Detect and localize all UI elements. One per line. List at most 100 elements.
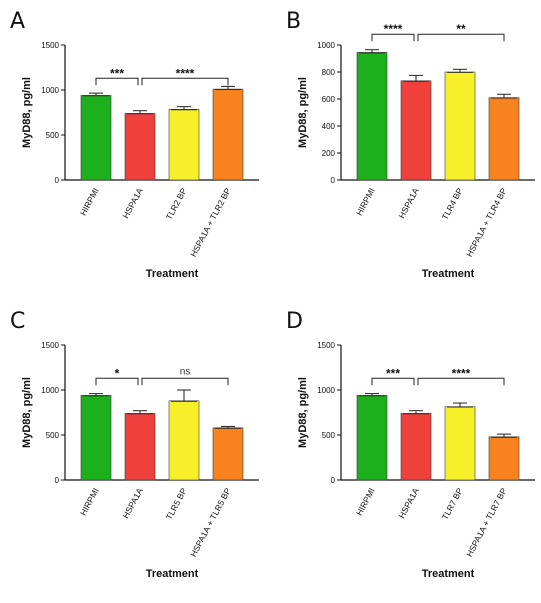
panel-a-bar-2 — [168, 109, 200, 181]
panel-d-errorbar-0 — [359, 393, 385, 397]
panel-d-bar-3 — [488, 436, 520, 481]
panel-a-errorbar-3 — [215, 85, 241, 90]
panel-d-category-label-3: HSPA1A + TLR7 BP — [464, 486, 509, 558]
panel-a-letter: A — [10, 9, 25, 34]
panel-a-category-label-2: TLR2 BP — [164, 186, 189, 221]
panel-c-ytick-label-0: 0 — [55, 476, 60, 485]
panel-c-significance-bracket-0 — [95, 377, 139, 386]
panel-b-significance-label-0: **** — [384, 22, 403, 36]
panel-b-category-label-0: HIRPMI — [354, 186, 377, 217]
panel-b-bar-2 — [444, 71, 476, 181]
panel-b-ylabel: MyD88, pg/ml — [297, 77, 309, 148]
panel-a-bar-3 — [212, 88, 244, 181]
panel-b-xlabel: Treatment — [422, 268, 475, 280]
panel-d-plot: 0 500 1000 1500 MyD88, pg/ml HIRPMI HSPA1A TLR7… — [297, 341, 535, 580]
panel-c-bar-2 — [168, 400, 200, 481]
panel-a-errorbar-0 — [83, 92, 109, 97]
panel-b-category-label-2: TLR4 BP — [440, 186, 465, 221]
panel-a: A 0 500 1000 1500 MyD88, pg/ml HIRPMI HSPA1A TL… — [10, 9, 259, 280]
panel-a-significance-label-1: **** — [176, 66, 195, 80]
panel-d-letter: D — [286, 309, 303, 334]
panel-d-errorbar-2 — [447, 402, 473, 408]
panel-a-errorbar-1 — [127, 110, 153, 115]
panel-b: B 0 200 400 600 800 1000 MyD88, pg/ml HIRPMI HSP… — [286, 9, 535, 280]
panel-c-category-label-2: TLR5 BP — [164, 486, 189, 521]
panel-d-bar-1 — [400, 413, 432, 481]
panel-a-ylabel: MyD88, pg/ml — [21, 77, 33, 148]
panel-d-bar-2 — [444, 406, 476, 481]
panel-d-bar-0 — [356, 395, 388, 481]
panel-b-bar-0 — [356, 52, 388, 181]
panel-c-category-label-0: HIRPMI — [78, 486, 101, 517]
panel-c-ytick-label-1: 500 — [46, 431, 60, 440]
panel-d-errorbar-3 — [491, 433, 517, 438]
panel-b-errorbar-2 — [447, 68, 473, 73]
panel-c: C 0 500 1000 1500 MyD88, pg/ml HIRPMI HSPA1A TL… — [10, 309, 259, 580]
panel-b-letter: B — [286, 9, 301, 34]
panel-a-plot: 0 500 1000 1500 MyD88, pg/ml HIRPMI HSPA1A TLR2… — [21, 41, 259, 280]
panel-a-bar-0 — [80, 95, 112, 181]
panel-b-bar-1 — [400, 80, 432, 181]
panel-b-ytick-label-4: 800 — [322, 68, 336, 77]
panel-a-category-label-3: HSPA1A + TLR2 BP — [188, 186, 233, 258]
panel-b-significance-label-1: ** — [456, 22, 466, 36]
panel-d-significance-bracket-1 — [417, 377, 505, 386]
panel-a-errorbar-2 — [171, 106, 197, 111]
panel-d-ytick-label-3: 1500 — [317, 341, 335, 350]
panel-a-significance-bracket-1 — [141, 77, 229, 86]
panel-a-ytick-label-2: 1000 — [41, 86, 59, 95]
panel-d-ytick-label-1: 500 — [322, 431, 336, 440]
panel-c-bar-0 — [80, 395, 112, 481]
panel-a-category-label-0: HIRPMI — [78, 186, 101, 217]
panel-b-ytick-label-2: 400 — [322, 122, 336, 131]
panel-c-ytick-label-3: 1500 — [41, 341, 59, 350]
panel-d: D 0 500 1000 1500 MyD88, pg/ml HIRPMI HSPA1A TL… — [286, 309, 535, 580]
panel-b-category-label-3: HSPA1A + TLR4 BP — [464, 186, 509, 258]
panel-c-category-label-3: HSPA1A + TLR5 BP — [188, 486, 233, 558]
panel-a-significance-label-0: *** — [110, 66, 124, 80]
panel-c-ytick-label-2: 1000 — [41, 386, 59, 395]
panel-c-letter: C — [10, 309, 25, 334]
panel-d-xlabel: Treatment — [422, 568, 475, 580]
panel-b-errorbar-1 — [403, 74, 429, 82]
panel-d-ylabel: MyD88, pg/ml — [297, 377, 309, 448]
panel-c-significance-bracket-1 — [141, 377, 229, 386]
panel-b-errorbar-3 — [491, 93, 517, 99]
panel-a-category-label-1: HSPA1A — [120, 186, 144, 220]
panel-d-ytick-label-2: 1000 — [317, 386, 335, 395]
panel-c-significance-label-1: ns — [180, 366, 191, 377]
panel-b-ytick-label-0: 0 — [331, 176, 336, 185]
panel-b-ytick-label-5: 1000 — [317, 41, 335, 50]
panel-b-errorbar-0 — [359, 49, 385, 54]
panel-c-significance-label-0: * — [115, 366, 120, 380]
panel-b-category-label-1: HSPA1A — [396, 186, 420, 220]
panel-a-ytick-label-0: 0 — [55, 176, 60, 185]
panel-b-bar-3 — [488, 97, 520, 181]
panel-a-xlabel: Treatment — [146, 268, 199, 280]
panel-d-errorbar-1 — [403, 410, 429, 415]
panel-c-plot: 0 500 1000 1500 MyD88, pg/ml HIRPMI HSPA1A TLR5… — [21, 341, 259, 580]
panel-d-category-label-0: HIRPMI — [354, 486, 377, 517]
panel-c-errorbar-3 — [215, 425, 241, 429]
panel-d-significance-label-0: *** — [386, 366, 400, 380]
panel-c-bar-1 — [124, 413, 156, 481]
panel-a-ytick-label-3: 1500 — [41, 41, 59, 50]
panel-c-bar-3 — [212, 427, 244, 481]
panel-b-plot: 0 200 400 600 800 1000 MyD88, pg/ml HIRPMI HSPA1… — [297, 22, 535, 280]
panel-b-ytick-label-3: 600 — [322, 95, 336, 104]
panel-a-ytick-label-1: 500 — [46, 131, 60, 140]
panel-c-ylabel: MyD88, pg/ml — [21, 377, 33, 448]
panel-b-significance-bracket-1 — [417, 33, 505, 42]
panel-c-errorbar-0 — [83, 393, 109, 397]
panel-d-category-label-1: HSPA1A — [396, 486, 420, 520]
panel-d-ytick-label-0: 0 — [331, 476, 336, 485]
panel-c-category-label-1: HSPA1A — [120, 486, 144, 520]
panel-a-bar-1 — [124, 113, 156, 181]
panel-a-significance-bracket-0 — [95, 77, 139, 86]
panel-c-xlabel: Treatment — [146, 568, 199, 580]
panel-d-significance-label-1: **** — [452, 366, 471, 380]
panel-c-errorbar-1 — [127, 410, 153, 415]
panel-b-ytick-label-1: 200 — [322, 149, 336, 158]
panel-d-category-label-2: TLR7 BP — [440, 486, 465, 521]
